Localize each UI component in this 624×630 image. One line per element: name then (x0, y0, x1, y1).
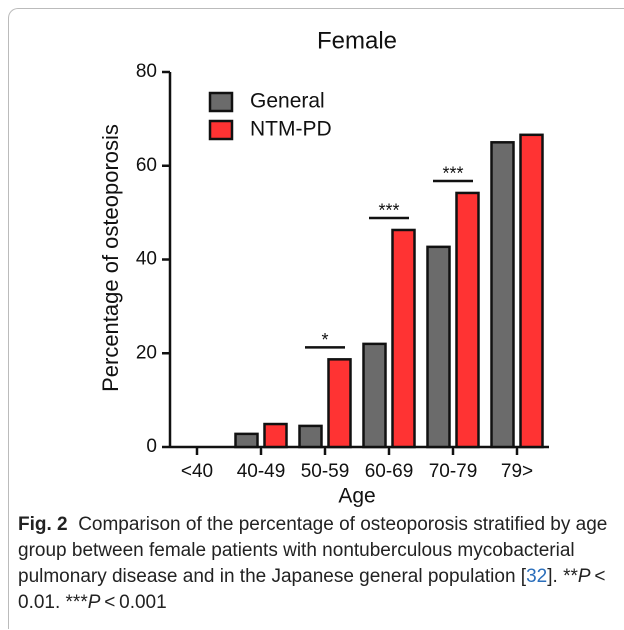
caption-text: < 0.01. *** (18, 566, 610, 613)
bar (362, 342, 387, 449)
x-tick-label: 60-69 (365, 461, 414, 482)
legend-label: General (250, 90, 325, 113)
caption-text: P (577, 566, 591, 587)
bar (263, 422, 288, 449)
bar (519, 133, 544, 449)
bar (391, 228, 416, 449)
legend-swatch (208, 91, 234, 113)
legend-label: NTM-PD (250, 118, 332, 141)
y-tick-label: 0 (146, 436, 157, 457)
x-axis-label: Age (338, 485, 375, 508)
chart-title: Female (317, 27, 397, 54)
y-tick-label: 40 (136, 249, 157, 270)
y-axis-label: Percentage of osteoporosis (98, 124, 123, 392)
y-tick-label: 20 (136, 342, 157, 363)
y-tick-label: 60 (136, 155, 157, 176)
significance-label: *** (442, 164, 463, 184)
x-tick-label: 40-49 (237, 461, 286, 482)
caption-text: P (87, 592, 101, 613)
caption-text: Comparison of the percentage of osteopor… (18, 514, 608, 587)
chart: Female Age Percentage of osteoporosis 0 2… (98, 27, 549, 508)
caption-label: Fig. 2 (18, 514, 68, 535)
bar (490, 141, 515, 449)
bar (298, 424, 323, 449)
figure-frame (8, 8, 624, 629)
y-tick-label: 80 (136, 61, 157, 82)
caption: Fig. 2 Comparison of the percentage of o… (18, 512, 618, 616)
x-tick-label: 70-79 (429, 461, 478, 482)
x-tick-label: 50-59 (301, 461, 350, 482)
bar (455, 191, 480, 449)
caption-text: < 0.001 (100, 592, 167, 613)
significance-label: * (321, 330, 328, 350)
x-tick-label: <40 (181, 461, 213, 482)
bar (426, 245, 451, 449)
significance-label: *** (378, 201, 399, 221)
bar (327, 358, 352, 449)
reference[interactable]: 32 (526, 566, 548, 587)
bar (234, 432, 259, 449)
legend-swatch (208, 119, 234, 141)
caption-text: ]. ** (547, 566, 578, 587)
x-tick-label: 79> (501, 461, 533, 482)
